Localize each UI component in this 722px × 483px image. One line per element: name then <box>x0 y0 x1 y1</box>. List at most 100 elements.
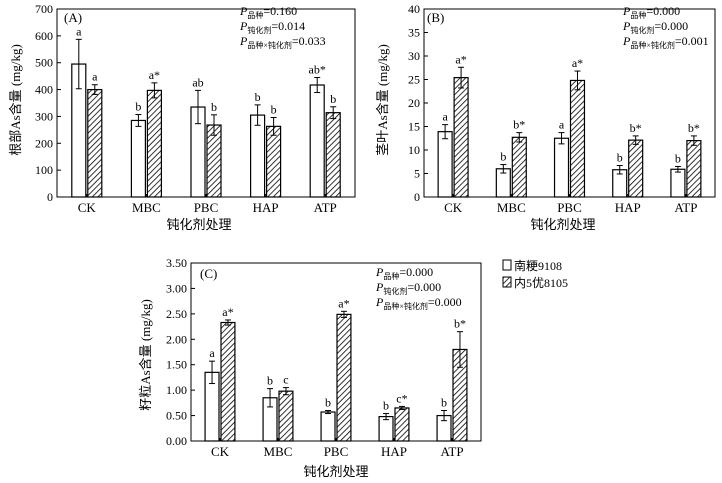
bar-series-1 <box>670 168 686 198</box>
significance-label: b <box>675 151 681 165</box>
bar-series-2 <box>511 136 527 198</box>
significance-label: b* <box>513 118 525 132</box>
y-tick-label: 10 <box>408 143 420 157</box>
x-tick-label: CK <box>444 200 463 215</box>
bar-series-2 <box>394 407 410 442</box>
y-tick-label: 0.50 <box>166 409 187 423</box>
x-tick-label: ATP <box>674 200 697 215</box>
significance-label: b <box>325 395 331 409</box>
significance-label: a <box>209 346 215 360</box>
panel-label: (B) <box>427 10 444 25</box>
y-tick-label: 2.00 <box>166 332 187 346</box>
y-tick-label: 15 <box>408 120 420 134</box>
significance-label: b <box>135 100 141 114</box>
bar-series-2 <box>220 321 236 442</box>
y-tick-label: 100 <box>35 163 53 177</box>
y-tick-label: 40 <box>408 2 420 16</box>
y-tick-label: 300 <box>35 109 53 123</box>
legend: 南粳9108 内5优8105 <box>502 258 568 290</box>
stat-line: P品种×钝化剂=0.033 <box>239 34 326 50</box>
legend-label: 南粳9108 <box>514 258 562 273</box>
significance-label: a* <box>572 56 583 70</box>
significance-label: a <box>92 70 98 84</box>
y-tick-label: 20 <box>408 96 420 110</box>
legend-label: 内5优8105 <box>514 276 568 290</box>
bar-series-2 <box>146 89 162 198</box>
y-tick-label: 3.00 <box>166 281 187 295</box>
stats-annotation: P品种=0.000 P钝化剂=0.000 P品种×钝化剂=0.001 <box>622 4 709 50</box>
stat-line: P钝化剂=0.014 <box>239 19 305 35</box>
significance-label: b <box>211 100 217 114</box>
y-tick-label: 400 <box>35 83 53 97</box>
y-tick-label: 0 <box>47 190 53 204</box>
x-tick-label: ATP <box>440 444 463 459</box>
x-tick-label: HAP <box>253 200 279 215</box>
stat-line: P钝化剂=0.000 <box>622 19 688 35</box>
x-tick-label: MBC <box>497 200 526 215</box>
significance-label: b <box>617 151 623 165</box>
y-tick-label: 200 <box>35 136 53 150</box>
significance-label: b* <box>454 317 466 331</box>
x-axis-label: 钝化剂处理 <box>530 217 595 232</box>
bar-series-2 <box>266 125 282 198</box>
significance-label: a* <box>338 296 349 310</box>
stats-annotation: P品种=0.000 P钝化剂=0.000 P品种×钝化剂=0.000 <box>375 265 462 311</box>
significance-label: b <box>255 90 261 104</box>
x-tick-label: ATP <box>314 200 337 215</box>
significance-label: a* <box>455 52 466 66</box>
y-axis-label: 根部As含量 (mg/kg) <box>8 44 23 156</box>
y-tick-label: 1.50 <box>166 358 187 372</box>
y-tick-label: 2.50 <box>166 307 187 321</box>
y-tick-label: 500 <box>35 56 53 70</box>
bar-series-2 <box>336 313 352 442</box>
y-tick-label: 5 <box>414 167 420 181</box>
bar-series-1 <box>378 415 394 442</box>
significance-label: a <box>559 118 565 132</box>
bar-series-2 <box>206 124 222 198</box>
stat-line: P钝化剂=0.000 <box>375 280 441 296</box>
y-axis-label: 籽粒As含量 (mg/kg) <box>138 299 153 411</box>
x-tick-label: MBC <box>264 444 293 459</box>
y-tick-label: 25 <box>408 73 420 87</box>
significance-label: b <box>271 103 277 117</box>
significance-label: a <box>442 110 448 124</box>
panel-label: (A) <box>64 10 82 25</box>
bar-series-2 <box>325 112 341 198</box>
panel-label: (C) <box>200 266 217 281</box>
significance-label: ab <box>192 75 203 89</box>
bar-series-1 <box>437 131 453 198</box>
panel-c: (C) 籽粒As含量 (mg/kg) 钝化剂处理 P品种=0.000 P钝化剂=… <box>138 256 482 479</box>
panel-b: (B) 茎叶As含量 (mg/kg) 钝化剂处理 P品种=0.000 P钝化剂=… <box>375 2 716 232</box>
bar-series-1 <box>320 411 336 442</box>
y-tick-label: 1.00 <box>166 383 187 397</box>
stat-line: P品种×钝化剂=0.000 <box>375 295 462 311</box>
bar-series-1 <box>553 137 570 198</box>
legend-swatch-open <box>502 259 512 271</box>
x-tick-label: MBC <box>132 200 161 215</box>
stats-annotation: P品种=0.160 P钝化剂=0.014 P品种×钝化剂=0.033 <box>239 4 326 50</box>
significance-label: b <box>441 395 447 409</box>
x-axis-label: 钝化剂处理 <box>303 464 368 479</box>
bar-series-2 <box>686 140 702 198</box>
significance-label: a* <box>222 305 233 319</box>
bar-series-2 <box>453 77 469 198</box>
y-tick-label: 0 <box>414 190 420 204</box>
significance-label: b* <box>688 121 700 135</box>
significance-label: ab* <box>309 62 326 76</box>
y-tick-label: 3.50 <box>166 256 187 270</box>
bar-series-1 <box>250 114 266 198</box>
x-tick-label: PBC <box>557 200 582 215</box>
x-tick-label: CK <box>78 200 97 215</box>
stat-line: P品种=0.000 <box>622 4 680 20</box>
x-tick-label: HAP <box>615 200 641 215</box>
x-axis-label: 钝化剂处理 <box>166 217 231 232</box>
significance-label: b <box>383 399 389 413</box>
bar-series-2 <box>569 79 586 198</box>
significance-label: a* <box>149 68 160 82</box>
y-tick-label: 700 <box>35 2 53 16</box>
x-tick-label: HAP <box>381 444 407 459</box>
x-tick-label: PBC <box>324 444 349 459</box>
bar-series-2 <box>278 390 294 442</box>
significance-label: c <box>283 373 288 387</box>
